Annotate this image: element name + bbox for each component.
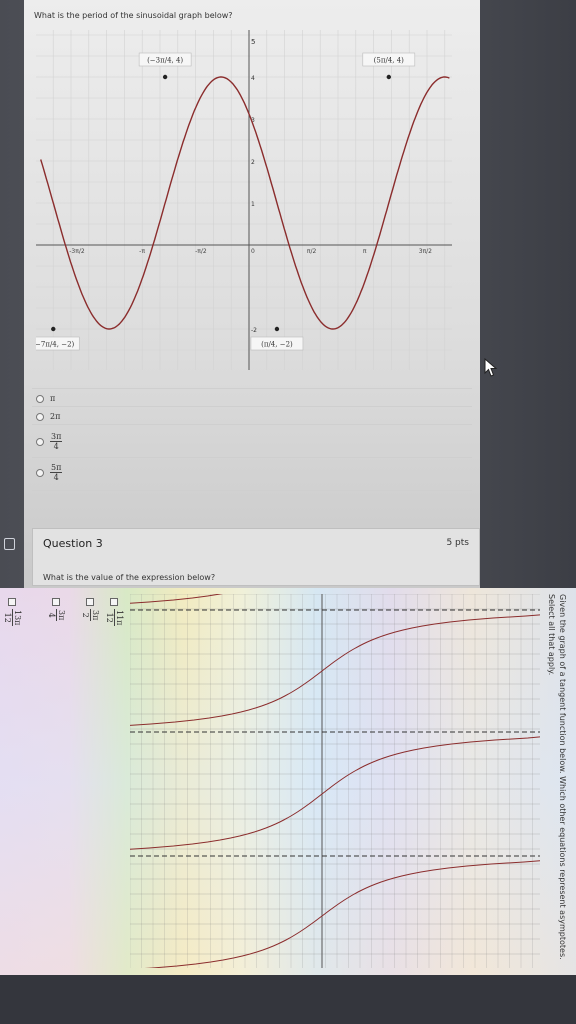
divider [32, 388, 472, 389]
radio-button[interactable] [36, 394, 44, 403]
tangent-curve [144, 860, 540, 968]
option-1-label: π [50, 394, 56, 403]
labeled-points: (−3π/4, 4) (5π/4, 4) (−7π/4, −2) (π/4, −2) [36, 52, 416, 351]
q3-option-4-fraction: 13π 12 [3, 609, 22, 627]
q3-option-1[interactable]: 11π 12 [105, 598, 124, 627]
y-tick-label: 1 [251, 201, 255, 208]
divider [32, 457, 472, 458]
q3-option-3[interactable]: 3π 4 [47, 598, 66, 622]
asymptote-lines [130, 609, 540, 857]
question-3-points: 5 pts [446, 538, 469, 548]
q3-option-4[interactable]: 13π 12 [3, 598, 22, 627]
x-tick-label: -3π/2 [69, 248, 85, 255]
question-3-card: Question 3 5 pts What is the value of th… [32, 528, 480, 586]
point-marker [51, 326, 56, 332]
radio-button[interactable] [36, 468, 44, 477]
quiz-page-rotated[interactable]: Given the graph of a tangent function be… [0, 588, 576, 978]
flag-question-icon[interactable] [4, 538, 15, 550]
point-label-box [250, 336, 304, 351]
q3-option-2[interactable]: 3π 2 [81, 598, 100, 622]
question-3-prompt: What is the value of the expression belo… [43, 573, 216, 582]
x-tick-label: -π [139, 248, 145, 255]
denominator: 4 [47, 612, 56, 618]
q3-option-2-fraction: 3π 2 [81, 609, 100, 622]
graph-axes [36, 30, 452, 370]
numerator: 13π [12, 609, 22, 627]
divider [32, 490, 472, 491]
divider [32, 406, 472, 407]
denominator: 4 [53, 442, 59, 451]
x-tick-label: π/2 [307, 248, 317, 255]
tangent-curves [130, 594, 540, 968]
checkbox[interactable] [110, 598, 119, 606]
question-2-prompt: What is the period of the sinusoidal gra… [34, 11, 233, 20]
y-tick-label: 4 [251, 75, 255, 82]
point-label: (−3π/4, 4) [147, 57, 183, 65]
tangent-graph [130, 594, 540, 968]
option-3[interactable]: 3π 4 [36, 432, 63, 451]
y-tick-label: 5 [251, 38, 255, 46]
numerator: 3π [50, 432, 63, 442]
graph-grid [36, 30, 452, 370]
numerator: 5π [50, 463, 63, 473]
tangent-curve [130, 614, 540, 726]
option-2-label: 2π [50, 412, 61, 421]
numerator: 3π [56, 609, 66, 622]
checkbox[interactable] [52, 598, 61, 606]
desk-background [0, 975, 576, 1024]
mouse-cursor-icon [484, 358, 498, 377]
question-3-title: Question 3 [43, 537, 103, 550]
checkbox[interactable] [86, 598, 95, 606]
x-tick-label: 0 [251, 248, 255, 255]
checkbox[interactable] [8, 598, 17, 606]
tangent-curve [130, 736, 540, 850]
point-marker [274, 326, 280, 332]
x-tick-label: -π/2 [195, 248, 207, 255]
option-2[interactable]: 2π [36, 412, 60, 421]
option-4[interactable]: 5π 4 [36, 463, 63, 482]
tangent-grid [130, 594, 540, 968]
tangent-curve [130, 594, 223, 604]
option-4-fraction: 5π 4 [50, 463, 63, 482]
radio-button[interactable] [36, 437, 44, 446]
q3-option-3-fraction: 3π 4 [47, 609, 66, 622]
numerator: 11π [114, 609, 124, 627]
option-1[interactable]: π [36, 394, 55, 403]
option-3-fraction: 3π 4 [50, 432, 63, 451]
point-label: (−7π/4, −2) [36, 341, 75, 349]
x-tick-labels: -3π/2 -π -π/2 0 π/2 π 3π/2 [69, 248, 432, 255]
x-tick-label: π [363, 248, 367, 255]
divider [32, 424, 472, 425]
numerator: 3π [90, 609, 100, 622]
point-marker [386, 74, 392, 80]
radio-button[interactable] [36, 412, 44, 421]
point-marker [162, 74, 168, 80]
denominator: 12 [3, 612, 12, 623]
screen-glare [0, 588, 576, 978]
point-label-box [36, 336, 80, 351]
y-tick-label: 2 [251, 159, 255, 166]
y-tick-label: -2 [251, 327, 257, 334]
y-tick-labels: 5 4 3 2 1 -2 [251, 38, 257, 334]
question-4-prompt: Given the graph of a tangent function be… [547, 594, 567, 960]
denominator: 2 [81, 612, 90, 618]
point-label: (5π/4, 4) [374, 57, 405, 65]
y-tick-label: 3 [251, 117, 255, 124]
sine-curve [40, 76, 450, 330]
point-label-box [362, 52, 416, 67]
q3-option-1-fraction: 11π 12 [105, 609, 124, 627]
denominator: 4 [53, 473, 59, 482]
quiz-page-top[interactable]: What is the period of the sinusoidal gra… [24, 0, 480, 588]
x-tick-label: 3π/2 [419, 248, 432, 255]
point-label-box [138, 52, 192, 67]
point-label: (π/4, −2) [261, 341, 293, 349]
denominator: 12 [105, 612, 114, 623]
